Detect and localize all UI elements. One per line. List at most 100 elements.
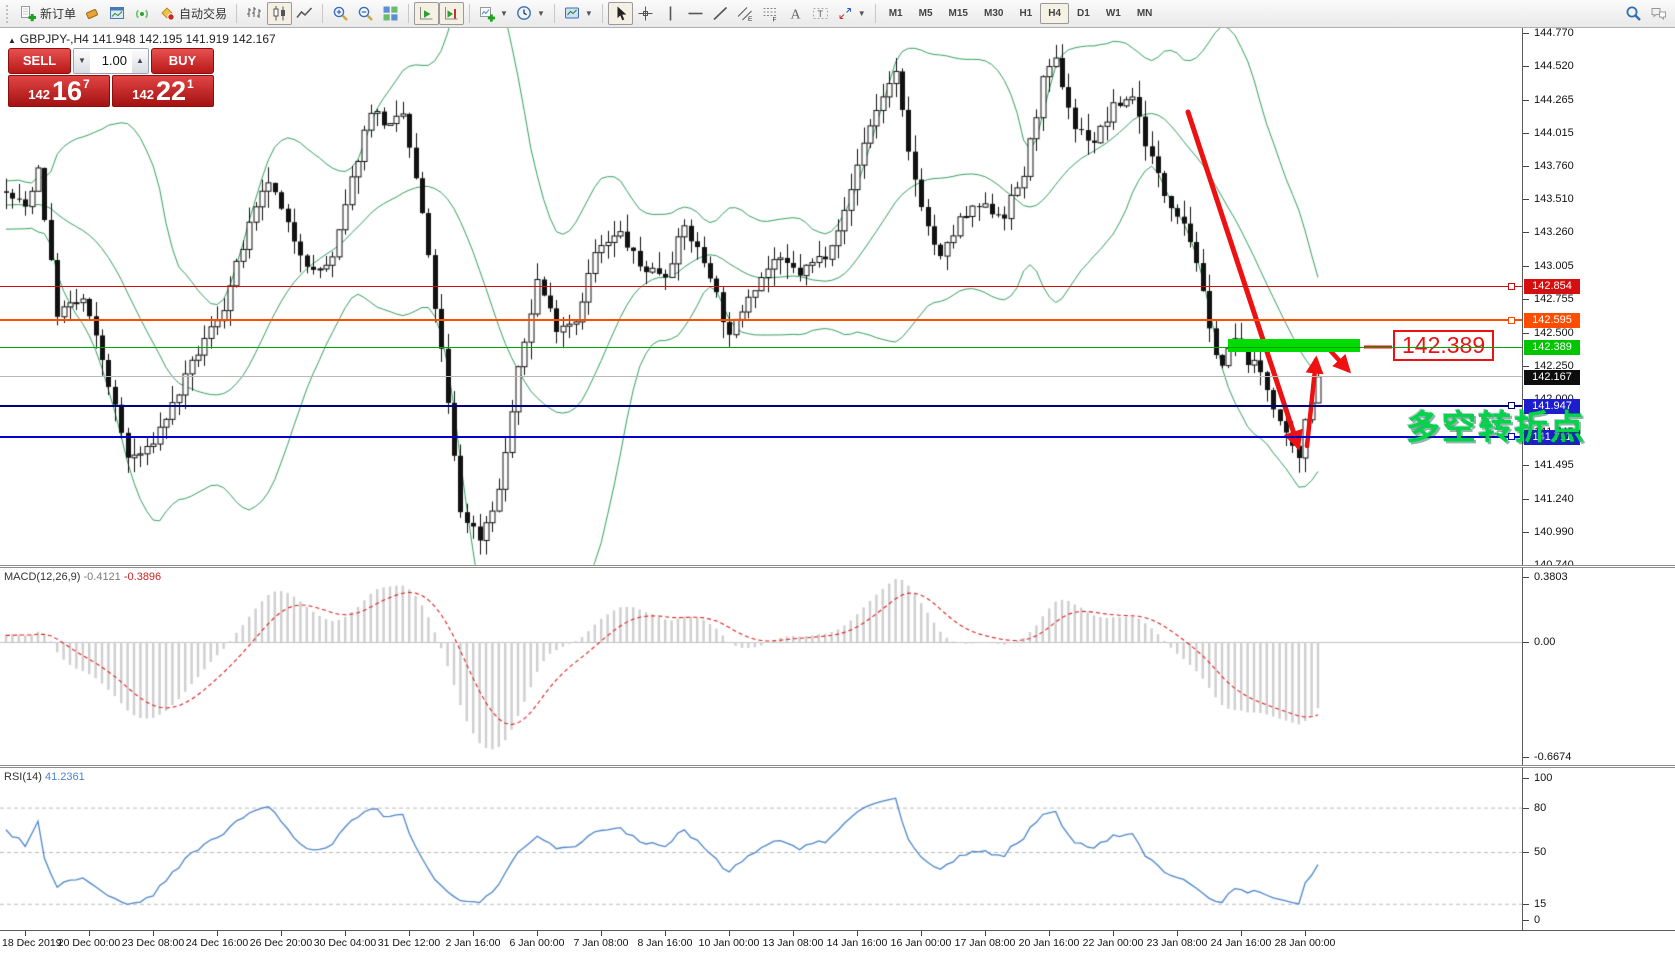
- signal-button[interactable]: [130, 2, 155, 25]
- timeframe-m30-button[interactable]: M30: [983, 8, 1004, 19]
- svg-text:E: E: [748, 16, 753, 22]
- chart-canvas[interactable]: [0, 28, 1522, 930]
- time-tick: [1049, 931, 1050, 936]
- time-axis[interactable]: 18 Dec 2019 20 Dec 00:00 23 Dec 08:00 24 De…: [0, 930, 1675, 953]
- time-label: 14 Jan 16:00: [826, 937, 888, 949]
- level-line-141.711[interactable]: [0, 435, 1522, 438]
- time-label: 23 Jan 08:00: [1146, 937, 1208, 949]
- time-tick: [857, 931, 858, 936]
- timeframe-m1-button[interactable]: M1: [888, 8, 903, 19]
- chevron-down-icon: ▼: [857, 9, 866, 18]
- time-tick: [793, 931, 794, 936]
- time-tick: [601, 931, 602, 936]
- price-tick-label: 142.755: [1534, 293, 1574, 306]
- line-handle[interactable]: [1508, 282, 1515, 290]
- price-tick-label: 142.250: [1534, 359, 1574, 372]
- templates-button[interactable]: ▼: [560, 2, 597, 25]
- chart-shift-icon: [443, 5, 460, 22]
- vertical-line-button[interactable]: [658, 2, 683, 25]
- text-label-button[interactable]: T: [808, 2, 833, 25]
- timeframe-h1-button[interactable]: H1: [1019, 8, 1033, 19]
- timeframe-h4-button[interactable]: H4: [1040, 3, 1070, 24]
- time-tick: [217, 931, 218, 936]
- tile-windows-button[interactable]: [378, 2, 403, 25]
- new-order-button[interactable]: 新订单: [16, 2, 80, 25]
- level-line-142.167[interactable]: [0, 376, 1522, 378]
- auto-trading-button[interactable]: 自动交易: [155, 2, 231, 25]
- level-line-142.389[interactable]: [0, 346, 1522, 348]
- timeframe-m15-button[interactable]: M15: [948, 8, 968, 19]
- buy-price-display[interactable]: 142 22 1: [112, 75, 214, 107]
- periods-button[interactable]: ▼: [512, 2, 549, 25]
- axis-tick: [1523, 166, 1529, 168]
- toolbar-separator: [236, 4, 238, 23]
- level-line-142.595[interactable]: [0, 319, 1522, 322]
- arrows-icon: [837, 5, 854, 22]
- price-tag: 142.167: [1524, 369, 1580, 385]
- level-line-141.947[interactable]: [0, 404, 1522, 407]
- trendline-button[interactable]: [708, 2, 733, 25]
- macd-scale-label: 0.3803: [1534, 571, 1568, 583]
- chart-window-button[interactable]: [105, 2, 130, 25]
- price-callout[interactable]: 142.389: [1393, 330, 1495, 361]
- bar-chart-button[interactable]: [242, 2, 267, 25]
- price-tick-label: 143.760: [1534, 160, 1574, 173]
- sell-price-display[interactable]: 142 16 7: [8, 75, 110, 107]
- toolbar-separator: [469, 4, 471, 23]
- crosshair-button[interactable]: [633, 2, 658, 25]
- time-tick: [537, 931, 538, 936]
- macd-scale-label: -0.6674: [1534, 751, 1572, 763]
- erase-button[interactable]: [80, 2, 105, 25]
- price-axis[interactable]: 144.770 144.520 144.265 144.015 143.760 143.5…: [1522, 27, 1675, 930]
- sell-button[interactable]: SELL: [8, 48, 71, 74]
- chart-shift-button[interactable]: [439, 2, 465, 25]
- indicators-icon: [479, 5, 496, 22]
- horizontal-line-button[interactable]: [683, 2, 708, 25]
- auto-scroll-button[interactable]: [414, 2, 440, 25]
- axis-tick: [1523, 266, 1529, 268]
- sell-price-sup: 7: [83, 77, 90, 91]
- panel-divider-rsi[interactable]: [0, 765, 1675, 768]
- channel-icon: E: [737, 5, 754, 22]
- arrows-button[interactable]: ▼: [833, 2, 870, 25]
- volume-field[interactable]: 1.00: [101, 53, 127, 68]
- line-handle[interactable]: [1508, 402, 1515, 410]
- time-label: 6 Jan 00:00: [509, 937, 565, 949]
- timeframe-w1-button[interactable]: W1: [1105, 8, 1121, 19]
- text-button[interactable]: A: [783, 2, 808, 25]
- zoom-in-button[interactable]: [328, 2, 353, 25]
- fibonacci-button[interactable]: F: [758, 2, 783, 25]
- time-tick: [729, 931, 730, 936]
- erase-icon: [84, 5, 101, 22]
- time-label: 24 Dec 16:00: [185, 937, 249, 949]
- volume-down-button[interactable]: ▼: [74, 49, 90, 73]
- timeframe-mn-button[interactable]: MN: [1136, 8, 1153, 19]
- panel-divider-macd[interactable]: [0, 565, 1675, 568]
- search-button[interactable]: [1621, 2, 1646, 25]
- time-tick: [1177, 931, 1178, 936]
- level-line-142.854[interactable]: [0, 285, 1522, 287]
- line-handle[interactable]: [1508, 433, 1515, 441]
- timeframe-m5-button[interactable]: M5: [918, 8, 933, 19]
- chat-button[interactable]: [1646, 2, 1671, 25]
- zoom-out-button[interactable]: [353, 2, 378, 25]
- indicators-button[interactable]: ▼: [475, 2, 512, 25]
- axis-tick: [1523, 499, 1529, 501]
- cursor-button[interactable]: [607, 2, 633, 25]
- turning-point-text[interactable]: 多空转折点: [1406, 409, 1586, 447]
- rsi-scale-label: 100: [1534, 772, 1553, 784]
- volume-up-button[interactable]: ▲: [132, 49, 148, 73]
- collapse-panel-icon[interactable]: ▲: [8, 36, 16, 45]
- line-chart-button[interactable]: [292, 2, 317, 25]
- one-click-trading-panel: SELL ▼ 1.00 ▲ BUY 142 16 7 142 22 1: [8, 48, 214, 107]
- channel-button[interactable]: E: [733, 2, 758, 25]
- axis-tick: [1523, 299, 1529, 301]
- axis-tick: [1523, 577, 1529, 578]
- line-handle[interactable]: [1508, 316, 1515, 324]
- timeframe-d1-button[interactable]: D1: [1077, 8, 1090, 19]
- buy-button[interactable]: BUY: [151, 48, 214, 74]
- search-icon: [1625, 5, 1642, 22]
- resistance-zone-bar[interactable]: [1228, 339, 1360, 352]
- chart-area: ▲ GBPJPY-,H4 141.948 142.195 141.919 142.…: [0, 28, 1584, 930]
- candle-chart-button[interactable]: [267, 2, 293, 25]
